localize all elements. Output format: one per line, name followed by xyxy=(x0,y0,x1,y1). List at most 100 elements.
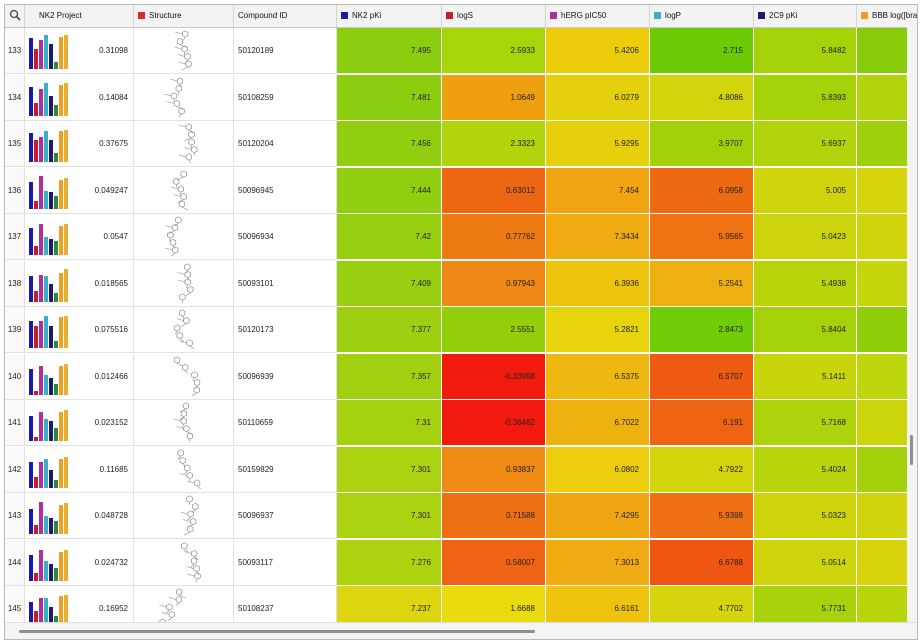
logs-value[interactable]: -0.36462 xyxy=(442,400,546,446)
structure-cell[interactable] xyxy=(134,167,234,214)
header-nk2_pki[interactable]: NK2 pKi xyxy=(337,5,442,27)
herg-pic50-value[interactable]: 6.0802 xyxy=(546,446,650,493)
compound-id[interactable]: 50096939 xyxy=(234,353,337,400)
nk2-project-cell[interactable]: 0.37675 xyxy=(25,121,134,167)
herg-pic50-value[interactable]: 6.0279 xyxy=(546,74,650,121)
nk2-pki-value[interactable]: 7.42 xyxy=(337,214,442,260)
2c9-pki-value[interactable]: 5.6937 xyxy=(754,121,857,167)
row-number[interactable]: 140 xyxy=(5,353,25,400)
table-row[interactable]: 144 0.024732 50093117 7.276 0.58007 7.3013 6.6… xyxy=(5,539,917,586)
structure-cell[interactable] xyxy=(134,74,234,121)
logp-value[interactable]: 5.9565 xyxy=(650,214,754,260)
table-row[interactable]: 141 0.023152 50110659 7.31 -0.36462 6.7022 6.1… xyxy=(5,400,917,446)
herg-pic50-value[interactable]: 5.9295 xyxy=(546,121,650,167)
row-number[interactable]: 139 xyxy=(5,307,25,353)
nk2-pki-value[interactable]: 7.377 xyxy=(337,307,442,353)
logp-value[interactable]: 6.0958 xyxy=(650,167,754,214)
table-row[interactable]: 142 0.11685 50159829 7.301 0.93837 6.0802 4.79… xyxy=(5,446,917,493)
compound-id[interactable]: 50120204 xyxy=(234,121,337,167)
2c9-pki-value[interactable]: 5.0514 xyxy=(754,539,857,586)
structure-cell[interactable] xyxy=(134,539,234,586)
vertical-scroll-thumb[interactable] xyxy=(910,435,913,465)
compound-id[interactable]: 50096945 xyxy=(234,167,337,214)
herg-pic50-value[interactable]: 6.3936 xyxy=(546,260,650,307)
row-number[interactable]: 145 xyxy=(5,586,25,623)
structure-cell[interactable] xyxy=(134,28,234,74)
nk2-project-cell[interactable]: 0.31098 xyxy=(25,28,134,74)
nk2-pki-value[interactable]: 7.237 xyxy=(337,586,442,623)
2c9-pki-value[interactable]: 5.1411 xyxy=(754,353,857,400)
vertical-scrollbar[interactable] xyxy=(907,27,917,623)
logs-value[interactable]: 0.58007 xyxy=(442,539,546,586)
structure-cell[interactable] xyxy=(134,446,234,493)
compound-id[interactable]: 50096934 xyxy=(234,214,337,260)
nk2-pki-value[interactable]: 7.444 xyxy=(337,167,442,214)
nk2-pki-value[interactable]: 7.409 xyxy=(337,260,442,307)
table-row[interactable]: 136 0.049247 50096945 7.444 0.63012 7.454 6.09… xyxy=(5,167,917,214)
structure-cell[interactable] xyxy=(134,214,234,260)
2c9-pki-value[interactable]: 5.8482 xyxy=(754,28,857,74)
table-row[interactable]: 135 0.37675 50120204 7.456 2.3323 5.9295 3.970… xyxy=(5,121,917,167)
horizontal-scroll-thumb[interactable] xyxy=(19,630,535,633)
logp-value[interactable]: 2.8473 xyxy=(650,307,754,353)
structure-cell[interactable] xyxy=(134,353,234,400)
header-nk2_project[interactable]: NK2 Project xyxy=(25,5,134,27)
2c9-pki-value[interactable]: 5.0323 xyxy=(754,493,857,539)
nk2-project-cell[interactable]: 0.048728 xyxy=(25,493,134,539)
nk2-pki-value[interactable]: 7.357 xyxy=(337,353,442,400)
herg-pic50-value[interactable]: 6.7022 xyxy=(546,400,650,446)
row-number[interactable]: 141 xyxy=(5,400,25,446)
nk2-pki-value[interactable]: 7.31 xyxy=(337,400,442,446)
row-number[interactable]: 133 xyxy=(5,28,25,74)
herg-pic50-value[interactable]: 7.3013 xyxy=(546,539,650,586)
logs-value[interactable]: 0.63012 xyxy=(442,167,546,214)
compound-id[interactable]: 50093117 xyxy=(234,539,337,586)
logp-value[interactable]: 5.2541 xyxy=(650,260,754,307)
nk2-project-cell[interactable]: 0.075516 xyxy=(25,307,134,353)
logs-value[interactable]: 0.97943 xyxy=(442,260,546,307)
nk2-project-cell[interactable]: 0.018565 xyxy=(25,260,134,307)
logs-value[interactable]: 0.77762 xyxy=(442,214,546,260)
horizontal-scrollbar[interactable] xyxy=(5,622,917,639)
nk2-project-cell[interactable]: 0.012466 xyxy=(25,353,134,400)
herg-pic50-value[interactable]: 6.5375 xyxy=(546,353,650,400)
nk2-project-cell[interactable]: 0.0547 xyxy=(25,214,134,260)
table-row[interactable]: 140 0.012466 50096939 7.357 -0.33958 6.5375 6.… xyxy=(5,353,917,400)
compound-id[interactable]: 50159829 xyxy=(234,446,337,493)
logs-value[interactable]: 2.5933 xyxy=(442,28,546,74)
nk2-project-cell[interactable]: 0.024732 xyxy=(25,539,134,586)
compound-id[interactable]: 50110659 xyxy=(234,400,337,446)
nk2-pki-value[interactable]: 7.495 xyxy=(337,28,442,74)
logp-value[interactable]: 2.715 xyxy=(650,28,754,74)
table-row[interactable]: 134 0.14084 50108259 7.481 1.0649 6.0279 4.808… xyxy=(5,74,917,121)
nk2-pki-value[interactable]: 7.456 xyxy=(337,121,442,167)
compound-id[interactable]: 50096937 xyxy=(234,493,337,539)
row-number[interactable]: 134 xyxy=(5,74,25,121)
table-row[interactable]: 133 0.31098 50120189 7.495 2.5933 5.4206 2.715… xyxy=(5,28,917,74)
header-bbb[interactable]: BBB log([bra xyxy=(857,5,917,27)
herg-pic50-value[interactable]: 7.4295 xyxy=(546,493,650,539)
nk2-project-cell[interactable]: 0.11685 xyxy=(25,446,134,493)
2c9-pki-value[interactable]: 5.7168 xyxy=(754,400,857,446)
herg-pic50-value[interactable]: 7.3434 xyxy=(546,214,650,260)
structure-cell[interactable] xyxy=(134,400,234,446)
compound-id[interactable]: 50108237 xyxy=(234,586,337,623)
logs-value[interactable]: 2.5551 xyxy=(442,307,546,353)
logp-value[interactable]: 3.9707 xyxy=(650,121,754,167)
structure-cell[interactable] xyxy=(134,493,234,539)
table-row[interactable]: 138 0.018565 50093101 7.409 0.97943 6.3936 5.2… xyxy=(5,260,917,307)
2c9-pki-value[interactable]: 5.4024 xyxy=(754,446,857,493)
table-row[interactable]: 145 0.16952 50108237 7.237 1.6688 6.6161 4.770… xyxy=(5,586,917,623)
nk2-project-cell[interactable]: 0.023152 xyxy=(25,400,134,446)
logp-value[interactable]: 4.7702 xyxy=(650,586,754,623)
structure-cell[interactable] xyxy=(134,586,234,623)
nk2-pki-value[interactable]: 7.481 xyxy=(337,74,442,121)
nk2-pki-value[interactable]: 7.276 xyxy=(337,539,442,586)
header-compound_id[interactable]: Compound ID xyxy=(234,5,337,27)
herg-pic50-value[interactable]: 6.6161 xyxy=(546,586,650,623)
2c9-pki-value[interactable]: 5.7731 xyxy=(754,586,857,623)
row-number[interactable]: 135 xyxy=(5,121,25,167)
header-structure[interactable]: Structure xyxy=(134,5,234,27)
nk2-pki-value[interactable]: 7.301 xyxy=(337,446,442,493)
row-number[interactable]: 138 xyxy=(5,260,25,307)
